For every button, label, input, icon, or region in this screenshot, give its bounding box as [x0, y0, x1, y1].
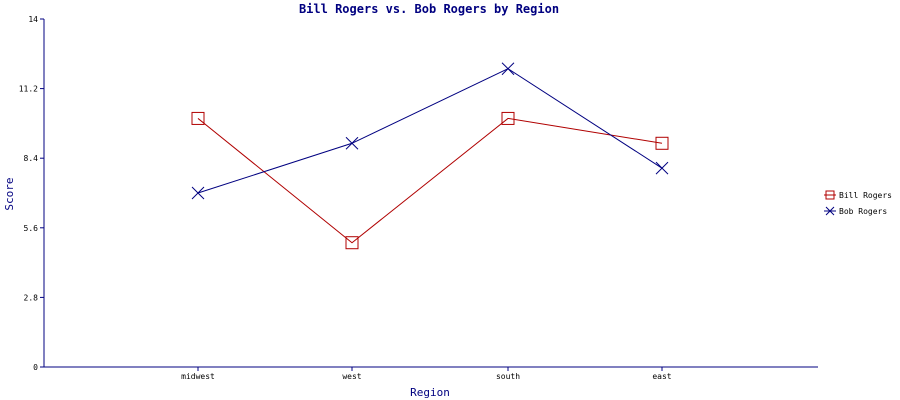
y-tick-label: 11.2 — [19, 85, 38, 94]
data-point-bill-rogers — [501, 111, 515, 125]
x-marker-stroke — [191, 186, 205, 200]
data-point-bill-rogers — [655, 136, 669, 150]
data-point-bill-rogers — [345, 236, 359, 250]
y-tick-label: 5.6 — [24, 224, 39, 233]
y-tick-label: 0 — [33, 363, 38, 372]
data-point-bill-rogers — [191, 111, 205, 125]
y-axis-label: Score — [3, 177, 16, 210]
data-point-bob-rogers — [655, 161, 669, 175]
series-line-bill-rogers — [197, 117, 663, 244]
x-tick-label: east — [652, 372, 671, 381]
chart-title: Bill Rogers vs. Bob Rogers by Region — [299, 2, 559, 16]
legend-label: Bob Rogers — [839, 207, 887, 216]
legend-marker — [825, 190, 835, 200]
data-point-bob-rogers — [345, 136, 359, 150]
series-line-bob-rogers — [197, 68, 663, 194]
x-tick-label: west — [342, 372, 361, 381]
legend-label: Bill Rogers — [839, 191, 892, 200]
legend: Bill Rogers Bob Rogers — [824, 190, 892, 216]
y-tick-label: 2.8 — [24, 293, 39, 302]
x-marker-stroke — [345, 136, 359, 150]
legend-item-bob-rogers: Bob Rogers — [824, 206, 887, 216]
series-bob-rogers — [191, 62, 669, 200]
legend-marker — [825, 206, 835, 216]
series-bill-rogers — [191, 111, 669, 250]
x-tick-label: south — [496, 372, 520, 381]
series-layer — [191, 62, 669, 250]
data-point-bob-rogers — [191, 186, 205, 200]
data-point-bob-rogers — [501, 62, 515, 76]
axes: 0 2.8 5.6 8.4 11.2 14 midwest west south east — [19, 15, 818, 381]
x-marker-stroke — [655, 161, 669, 175]
legend-item-bill-rogers: Bill Rogers — [824, 190, 892, 200]
y-tick-label: 8.4 — [24, 154, 39, 163]
y-tick-label: 14 — [28, 15, 38, 24]
x-marker-stroke — [501, 62, 515, 76]
x-axis-label: Region — [410, 386, 450, 399]
x-tick-label: midwest — [181, 372, 215, 381]
